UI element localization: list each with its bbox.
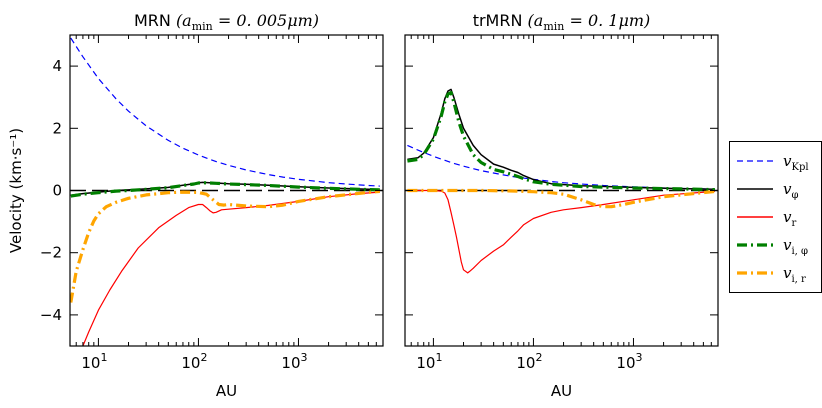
series-line-vphi (407, 88, 715, 191)
x-axis-label: AU (216, 382, 237, 400)
legend-label-viphi: vi, φ (783, 236, 808, 257)
legend-label-vir: vi, r (783, 264, 806, 285)
y-tick-label: −2 (40, 244, 62, 262)
y-axis-label: Velocity (km·s⁻¹) (7, 128, 25, 253)
plot-frame (69, 34, 384, 347)
legend: vKpl vφ vr vi, φ vi, r (729, 141, 822, 293)
y-tick-label: 4 (52, 57, 62, 75)
legend-label-vr: vr (783, 208, 796, 229)
panel-title-trmrn: trMRN (amin = 0. 1μm) (473, 11, 651, 33)
series-line-vir (407, 188, 715, 209)
x-tick-label: 102 (516, 351, 542, 372)
y-tick-label: −4 (40, 306, 62, 324)
x-axis-label: AU (551, 382, 572, 400)
series-line-vr (407, 189, 715, 274)
y-tick-label: 0 (52, 182, 62, 200)
y-tick-label: 2 (52, 119, 62, 137)
plot-frame (404, 34, 719, 347)
legend-label-vkpl: vKpl (783, 152, 809, 173)
series-line-vkpl (70, 37, 380, 187)
panel-title-mrn: MRN (amin = 0. 005μm) (134, 11, 319, 33)
x-tick-label: 101 (81, 351, 107, 372)
panel-trmrn: 101 102 103 trMRN (amin = 0. 1μm) AU (404, 11, 719, 400)
series-line-vr (82, 191, 380, 346)
panel-mrn: 101 102 103 4 2 0 −2 −4 MRN (amin = 0. 005μm) AU V… (7, 11, 384, 400)
x-tick-label: 102 (181, 351, 207, 372)
x-tick-label: 103 (616, 351, 642, 372)
series-line-vir (70, 189, 380, 303)
legend-label-vphi: vφ (783, 180, 799, 201)
x-tick-label: 101 (416, 351, 442, 372)
series-line-vkpl (407, 144, 715, 190)
series-line-viphi (70, 181, 380, 198)
x-tick-label: 103 (281, 351, 307, 372)
series-line-viphi (407, 90, 715, 192)
